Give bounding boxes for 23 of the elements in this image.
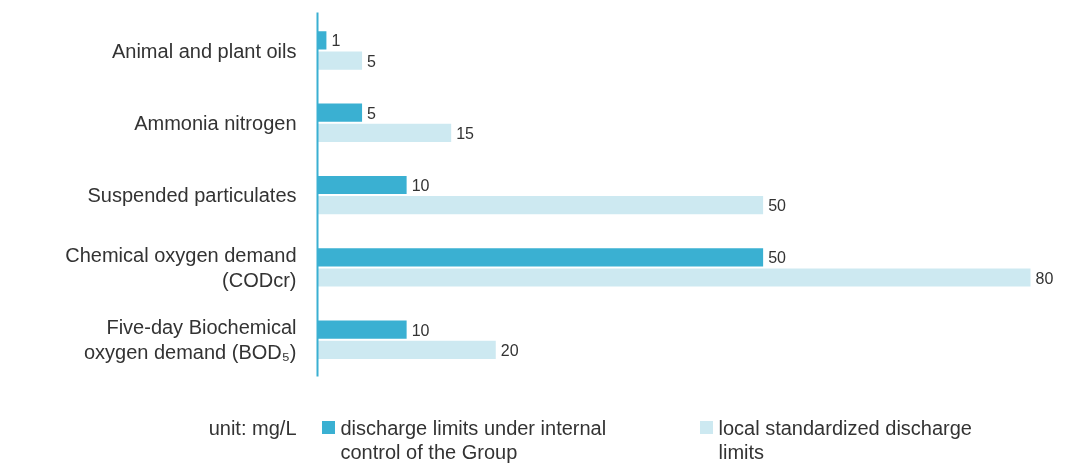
data-label: 50 xyxy=(768,197,787,215)
data-label: 1 xyxy=(331,32,341,50)
data-label: 80 xyxy=(1035,269,1054,287)
legend-label: discharge limits under internal control of the Group xyxy=(340,416,607,463)
y-tick-label: Chemical oxygen demand (CODcr) xyxy=(65,243,297,291)
y-tick-label: Five-day Biochemical oxygen demand (BOD₅) xyxy=(83,316,297,364)
text: unit: mg/L xyxy=(208,416,297,439)
legend-label: local standardized discharge limits xyxy=(718,416,972,463)
data-label: 5 xyxy=(367,104,377,122)
data-label: 50 xyxy=(768,249,787,267)
bar xyxy=(317,340,496,359)
bar xyxy=(317,123,452,142)
y-tick-label: Suspended particulates xyxy=(87,184,297,207)
data-label: 10 xyxy=(411,321,430,339)
y-tick-label: Animal and plant oils xyxy=(111,39,297,62)
data-label: 5 xyxy=(367,52,377,70)
y-tick-label: Ammonia nitrogen xyxy=(134,111,297,134)
bar xyxy=(317,268,1031,287)
bar xyxy=(317,51,363,70)
data-label: 10 xyxy=(411,177,430,194)
data-label: 15 xyxy=(456,124,475,142)
data-label: 20 xyxy=(500,341,519,359)
bar xyxy=(317,196,764,215)
